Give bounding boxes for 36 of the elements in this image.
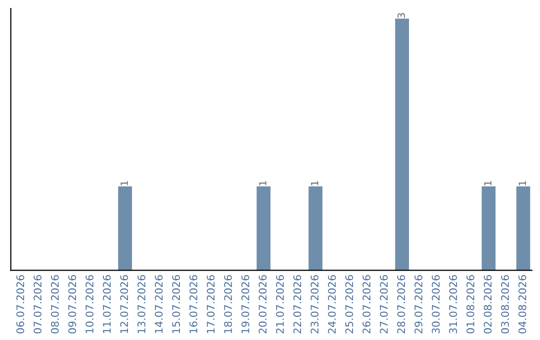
- x-tick-label: 25.07.2026: [345, 275, 354, 334]
- data-label: 1: [259, 181, 266, 186]
- data-label: 1: [484, 181, 492, 186]
- x-tick-label: 20.07.2026: [258, 275, 267, 334]
- data-label: 1: [120, 181, 128, 186]
- x-tick-label: 06.07.2026: [16, 275, 24, 334]
- x-tick-label: 03.08.2026: [501, 275, 509, 334]
- x-tick-label: 08.07.2026: [50, 275, 59, 334]
- x-tick-label: 07.07.2026: [34, 275, 42, 334]
- x-tick-label: 29.07.2026: [414, 275, 422, 334]
- x-tick-label: 10.07.2026: [86, 275, 94, 333]
- x-tick-label: 27.07.2026: [380, 275, 388, 334]
- data-label: 3: [398, 13, 405, 18]
- x-tick-label: 14.07.2026: [154, 275, 163, 333]
- x-tick-label: 11.07.2026: [102, 275, 111, 333]
- x-tick-label: 30.07.2026: [432, 275, 440, 334]
- x-tick-label: 02.08.2026: [484, 275, 492, 334]
- data-label: 1: [518, 181, 526, 186]
- x-tick-label: 13.07.2026: [138, 275, 146, 333]
- x-tick-label: 04.08.2026: [518, 275, 526, 334]
- x-tick-label: 22.07.2026: [293, 275, 302, 334]
- x-tick-label: 23.07.2026: [310, 275, 319, 334]
- x-tick-label: 15.07.2026: [172, 275, 180, 333]
- x-tick-label: 18.07.2026: [224, 275, 232, 333]
- x-tick-label: 31.07.2026: [449, 275, 458, 334]
- x-tick-label: 16.07.2026: [189, 275, 198, 333]
- x-tick-label: 12.07.2026: [120, 275, 128, 333]
- data-label: 1: [311, 181, 318, 186]
- x-tick-label: 09.07.2026: [68, 275, 76, 334]
- x-tick-label: 26.07.2026: [362, 275, 370, 334]
- x-tick-label: 17.07.2026: [206, 275, 215, 333]
- x-tick-label: 01.08.2026: [466, 275, 474, 334]
- x-tick-label: 19.07.2026: [241, 275, 250, 333]
- x-tick-label: 28.07.2026: [397, 275, 406, 334]
- x-tick-label: 21.07.2026: [276, 275, 284, 334]
- x-tick-label: 24.07.2026: [328, 275, 336, 334]
